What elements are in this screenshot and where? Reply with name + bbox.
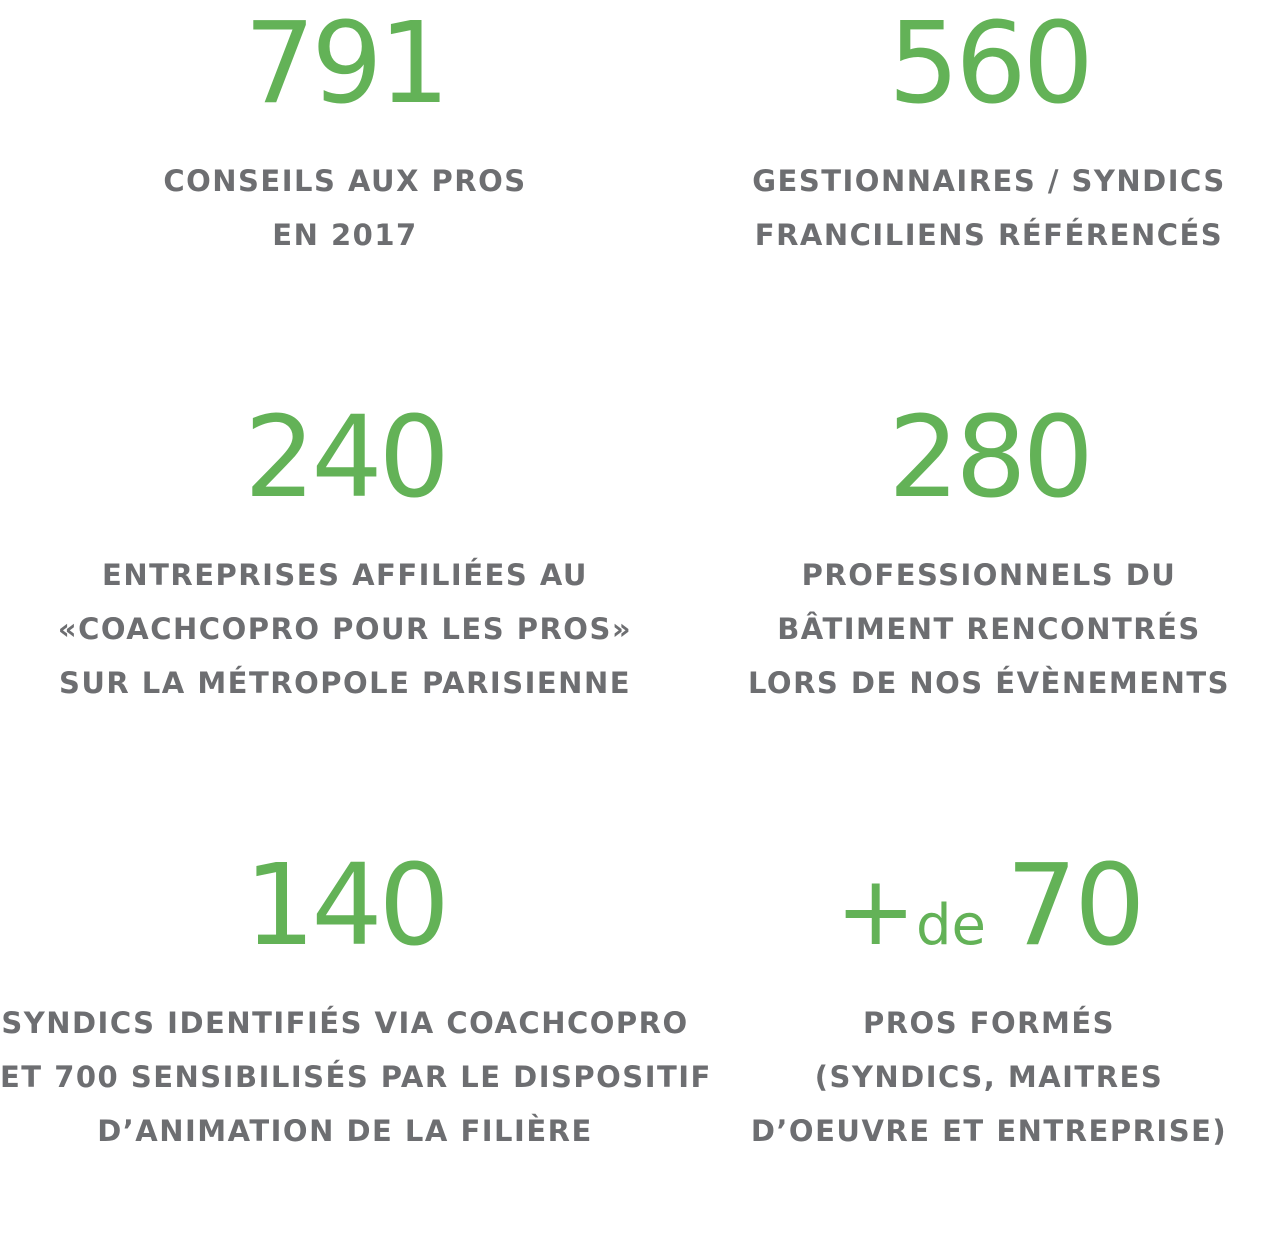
stat-label: CONSEILS AUX PROS EN 2017 xyxy=(0,154,690,262)
de-text: de xyxy=(915,893,986,958)
stat-label-line: ENTREPRISES AFFILIÉES AU xyxy=(102,558,588,592)
stat-label-line: D’ANIMATION DE LA FILIÈRE xyxy=(97,1114,593,1148)
stat-label-line: GESTIONNAIRES / SYNDICS xyxy=(752,164,1226,198)
stat-number: 791 xyxy=(244,0,450,129)
stat-professionnels-batiment: 280 PROFESSIONNELS DU BÂTIMENT RENCONTRÉ… xyxy=(690,402,1288,710)
stat-label-line: BÂTIMENT RENCONTRÉS xyxy=(777,612,1201,646)
stat-label: PROS FORMÉS (SYNDICS, MAITRES D’OEUVRE E… xyxy=(690,996,1288,1158)
stat-conseils-aux-pros: 791 CONSEILS AUX PROS EN 2017 xyxy=(0,8,690,262)
stat-label-line: EN 2017 xyxy=(272,218,418,252)
stat-number: 140 xyxy=(244,841,450,971)
stat-label-line: SYNDICS IDENTIFIÉS VIA COACHCOPRO xyxy=(1,1006,689,1040)
stat-number: 560 xyxy=(888,0,1094,129)
stat-number-with-prefix: +de 70 xyxy=(690,850,1288,962)
stat-label: ENTREPRISES AFFILIÉES AU «COACHCOPRO POU… xyxy=(0,548,690,710)
stat-label-line: «COACHCOPRO POUR LES PROS» xyxy=(57,612,633,646)
plus-sign: + xyxy=(835,855,916,967)
stat-label-line: D’OEUVRE ET ENTREPRISE) xyxy=(750,1114,1228,1148)
stat-syndics-identifies: 140 SYNDICS IDENTIFIÉS VIA COACHCOPRO ET… xyxy=(0,841,712,1158)
stat-number: 70 xyxy=(1005,841,1146,971)
stat-label: SYNDICS IDENTIFIÉS VIA COACHCOPRO ET 700… xyxy=(0,996,712,1158)
stat-label-line: PROS FORMÉS xyxy=(862,1006,1116,1040)
stat-gestionnaires-syndics: 560 GESTIONNAIRES / SYNDICS FRANCILIENS … xyxy=(690,8,1288,262)
stat-label-line: PROFESSIONNELS DU xyxy=(801,558,1177,592)
stat-pros-formes: +de 70 PROS FORMÉS (SYNDICS, MAITRES D’O… xyxy=(690,850,1288,1158)
stat-label-line: CONSEILS AUX PROS xyxy=(163,164,527,198)
stat-entreprises-affiliees: 240 ENTREPRISES AFFILIÉES AU «COACHCOPRO… xyxy=(0,402,690,710)
stat-label-line: SUR LA MÉTROPOLE PARISIENNE xyxy=(58,666,632,700)
stat-label-line: (SYNDICS, MAITRES xyxy=(814,1060,1164,1094)
stat-label: PROFESSIONNELS DU BÂTIMENT RENCONTRÉS LO… xyxy=(690,548,1288,710)
stat-label: GESTIONNAIRES / SYNDICS FRANCILIENS RÉFÉ… xyxy=(690,154,1288,262)
plus-de-prefix: +de xyxy=(836,850,1006,962)
stat-number: 240 xyxy=(244,393,450,523)
stat-label-line: ET 700 SENSIBILISÉS PAR LE DISPOSITIF xyxy=(0,1060,712,1094)
stat-label-line: FRANCILIENS RÉFÉRENCÉS xyxy=(754,218,1224,252)
stat-number: 280 xyxy=(888,393,1094,523)
stat-label-line: LORS DE NOS ÉVÈNEMENTS xyxy=(747,666,1231,700)
